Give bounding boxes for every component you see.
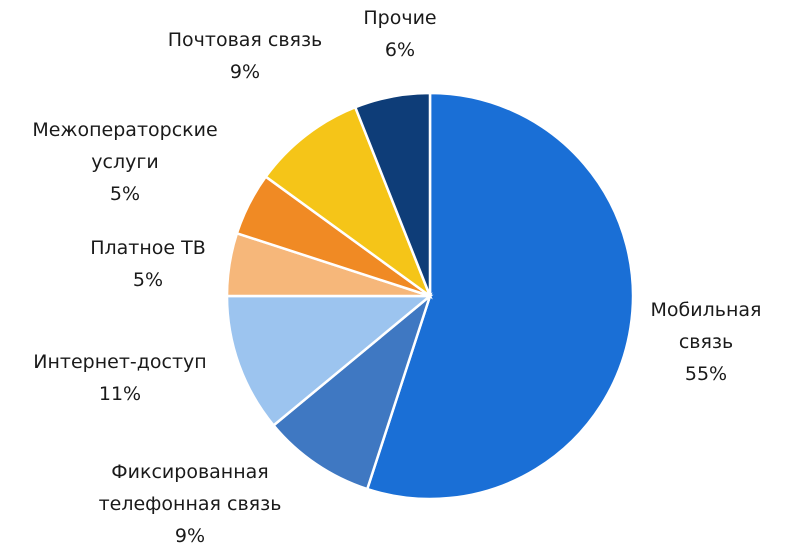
- pie-slice: [353, 91, 432, 297]
- slice-label: Почтовая связь 9%: [145, 24, 345, 88]
- slice-label: Межоператорские услуги 5%: [5, 114, 245, 210]
- category-label: Платное ТВ: [90, 237, 206, 259]
- category-label: Мобильная связь: [650, 299, 762, 353]
- category-label: Интернет-доступ: [33, 351, 207, 373]
- slice-label: Интернет-доступ 11%: [10, 346, 230, 410]
- slice-label: Мобильная связь 55%: [641, 294, 771, 390]
- pie-slice: [264, 105, 433, 300]
- slice-label: Прочие 6%: [340, 2, 460, 66]
- pie-slice: [271, 292, 433, 491]
- value-label: 9%: [229, 61, 261, 83]
- pie-slice: [365, 91, 635, 501]
- value-label: 5%: [132, 269, 164, 291]
- category-label: Почтовая связь: [167, 29, 323, 51]
- category-label: Фиксированная телефонная связь: [98, 461, 282, 515]
- category-label: Прочие: [363, 7, 437, 29]
- value-label: 5%: [109, 183, 141, 205]
- value-label: 6%: [384, 39, 416, 61]
- pie-slice: [225, 294, 434, 428]
- category-label: Межоператорские услуги: [32, 119, 218, 173]
- slice-label: Платное ТВ 5%: [68, 232, 228, 296]
- slice-label: Фиксированная телефонная связь 9%: [60, 456, 320, 552]
- value-label: 55%: [684, 363, 728, 385]
- value-label: 11%: [98, 383, 142, 405]
- value-label: 9%: [174, 525, 206, 547]
